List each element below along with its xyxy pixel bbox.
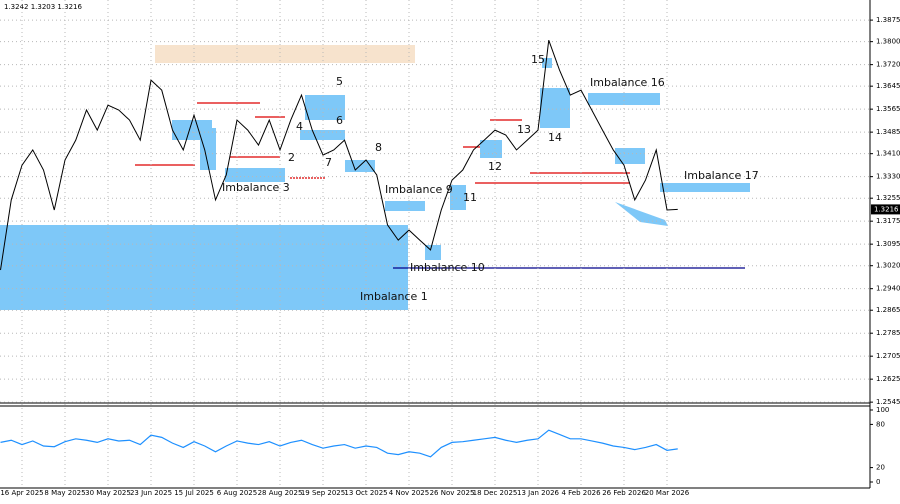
y-tick-label: 1.3330 xyxy=(876,173,900,181)
x-tick-label: 28 Aug 2025 xyxy=(258,489,303,497)
zone xyxy=(615,202,668,226)
zone xyxy=(480,140,502,158)
x-tick-label: 4 Nov 2025 xyxy=(389,489,429,497)
x-tick-label: 6 Aug 2025 xyxy=(217,489,257,497)
x-tick-label: 8 May 2025 xyxy=(44,489,85,497)
y-tick-label: 1.2785 xyxy=(876,329,900,337)
zone xyxy=(200,128,216,170)
zone xyxy=(542,58,552,68)
zone xyxy=(0,225,408,310)
y-tick-label: 1.2940 xyxy=(876,285,900,293)
x-tick-label: 23 Jun 2025 xyxy=(130,489,172,497)
annotation: 11 xyxy=(463,191,477,204)
annotation: Imbalance 1 xyxy=(360,290,428,303)
zone xyxy=(615,148,645,164)
y-tick-label: 1.3800 xyxy=(876,38,900,46)
y-tick-label: 1.3410 xyxy=(876,150,900,158)
y-tick-label: 1.2625 xyxy=(876,375,900,383)
y-tick-label: 1.2705 xyxy=(876,352,900,360)
annotation: 2 xyxy=(288,151,295,164)
annotation: 15 xyxy=(531,53,545,66)
zone xyxy=(660,183,750,192)
y-tick-label: 1.3020 xyxy=(876,262,900,270)
annotation: Imbalance 9 xyxy=(385,183,453,196)
y-tick-label: 1.3565 xyxy=(876,105,900,113)
y-tick-label: 1.3645 xyxy=(876,82,900,90)
x-tick-label: 13 Oct 2025 xyxy=(344,489,387,497)
zone xyxy=(588,93,660,105)
zones xyxy=(0,45,750,310)
annotation: 6 xyxy=(336,114,343,127)
x-tick-label: 13 Jan 2026 xyxy=(517,489,560,497)
y-tick-label: 1.2545 xyxy=(876,398,900,406)
y-tick-label: 1.3175 xyxy=(876,217,900,225)
y-tick-label: 1.3255 xyxy=(876,194,900,202)
zone xyxy=(305,95,345,120)
annotation: 13 xyxy=(517,123,531,136)
zone xyxy=(540,88,570,128)
price-line xyxy=(0,40,678,271)
y-tick-label: 20 xyxy=(876,464,885,472)
x-tick-label: 4 Feb 2026 xyxy=(561,489,601,497)
y-tick-label: 1.2865 xyxy=(876,306,900,314)
zone xyxy=(300,130,345,140)
x-tick-label: 16 Apr 2025 xyxy=(0,489,43,497)
y-tick-label: 100 xyxy=(876,406,889,414)
x-tick-label: 26 Feb 2026 xyxy=(602,489,646,497)
y-tick-label: 80 xyxy=(876,420,885,428)
y-tick-label: 0 xyxy=(876,478,880,486)
annotation: 5 xyxy=(336,75,343,88)
quote: 1.3242 1.3203 1.3216 xyxy=(4,3,82,11)
x-tick-label: 19 Sep 2025 xyxy=(301,489,345,497)
y-tick-label: 1.3720 xyxy=(876,61,900,69)
annotation: Imbalance 10 xyxy=(410,261,485,274)
last-price-box xyxy=(871,204,900,215)
annotation: 4 xyxy=(296,120,303,133)
zone xyxy=(155,45,415,63)
x-tick-label: 20 Mar 2026 xyxy=(645,489,690,497)
y-tick-label: 1.3875 xyxy=(876,16,900,24)
annotation: Imbalance 3 xyxy=(222,181,290,194)
annotation: 12 xyxy=(488,160,502,173)
y-tick-label: 1.3485 xyxy=(876,128,900,136)
annotation: Imbalance 16 xyxy=(590,76,665,89)
annotation: 8 xyxy=(375,141,382,154)
x-tick-label: 15 Jul 2025 xyxy=(174,489,214,497)
annotation: Imbalance 17 xyxy=(684,169,759,182)
x-tick-label: 18 Dec 2025 xyxy=(473,489,518,497)
x-tick-label: 26 Nov 2025 xyxy=(430,489,475,497)
oscillator-line xyxy=(0,429,678,458)
zone xyxy=(225,168,285,182)
annotation: 14 xyxy=(548,131,562,144)
last-price-label: 1.3216 xyxy=(874,205,899,213)
zone xyxy=(450,185,466,210)
zone xyxy=(385,201,425,211)
annotation: 7 xyxy=(325,156,332,169)
y-tick-label: 1.3095 xyxy=(876,240,900,248)
x-tick-label: 30 May 2025 xyxy=(85,489,131,497)
